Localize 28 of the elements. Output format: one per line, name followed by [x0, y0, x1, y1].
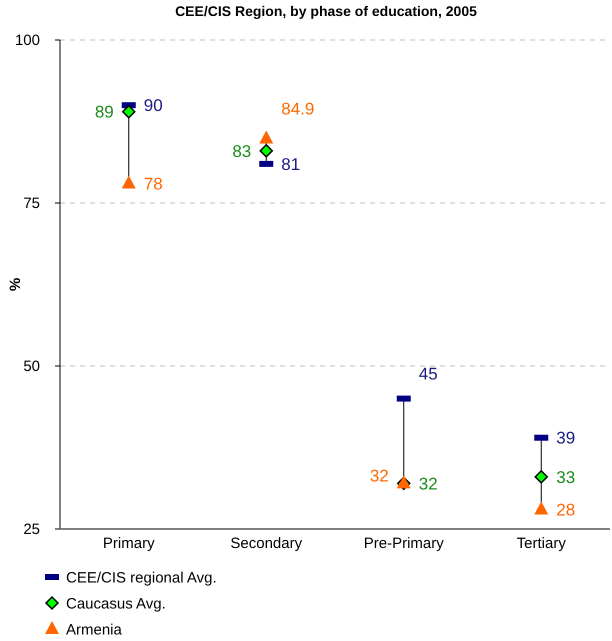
x-tick-label: Secondary	[230, 535, 303, 552]
x-tick-label: Pre-Primary	[364, 535, 444, 552]
point	[122, 104, 136, 118]
y-tick-label: 25	[23, 520, 40, 538]
x-tick-label: Primary	[102, 535, 156, 552]
data-label: 33	[556, 468, 576, 487]
data-label: 90	[144, 96, 163, 116]
data-label: 89	[94, 102, 114, 122]
data-label: 39	[556, 428, 576, 448]
data-label: 84.9	[281, 99, 314, 118]
data-label: 78	[144, 174, 163, 194]
legend-label: Caucasus Avg.	[66, 595, 166, 612]
data-label: 32	[418, 474, 438, 494]
y-axis-title: %	[7, 278, 24, 292]
y-tick-label: 75	[23, 194, 40, 212]
point	[260, 144, 273, 158]
data-label: 81	[281, 154, 300, 174]
x-tick-label: Tertiary	[516, 535, 566, 552]
y-tick-label: 50	[23, 358, 40, 375]
chart-title: CEE/CIS Region, by phase of education, 2005	[175, 3, 478, 19]
legend-label: CEE/CIS regional Avg.	[66, 569, 217, 586]
data-label: 45	[418, 364, 438, 384]
point	[534, 470, 548, 484]
data-label: 32	[370, 466, 389, 486]
y-tick-label: 100	[14, 32, 40, 49]
data-label: 83	[232, 142, 252, 161]
legend-label: Armenia	[66, 621, 123, 638]
data-label: 28	[556, 500, 576, 520]
